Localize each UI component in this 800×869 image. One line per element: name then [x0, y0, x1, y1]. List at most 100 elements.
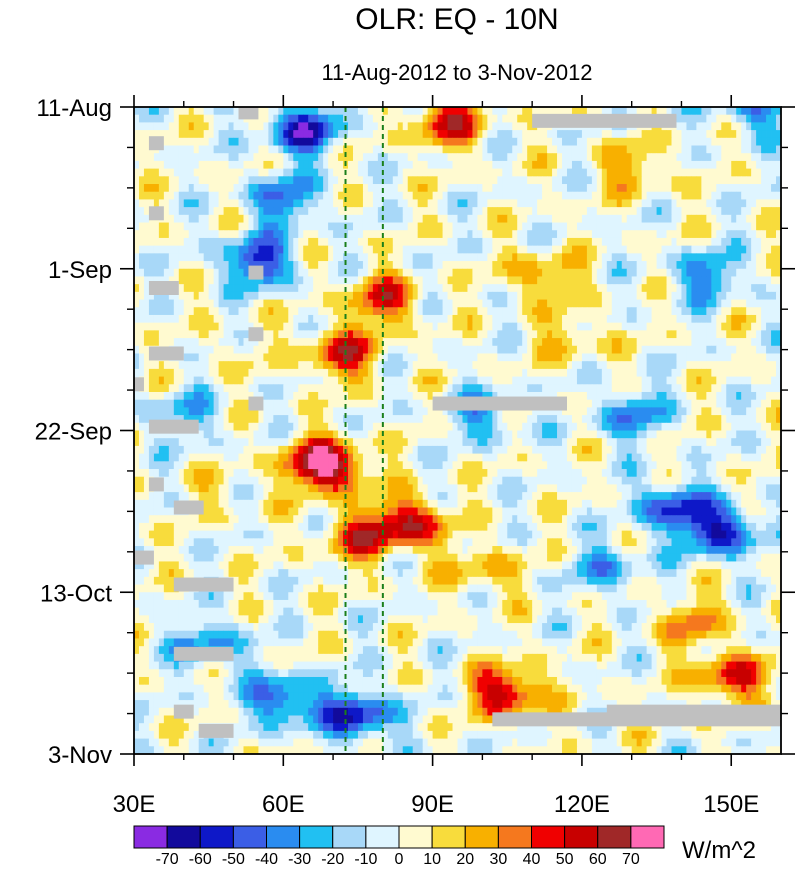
field-cell	[611, 207, 618, 216]
field-cell	[462, 199, 468, 208]
field-cell	[497, 153, 503, 162]
field-cell	[432, 322, 438, 331]
field-cell	[243, 176, 249, 185]
field-cell	[552, 191, 558, 200]
field-cell	[348, 160, 354, 170]
field-cell	[771, 261, 777, 270]
field-cell	[596, 230, 603, 239]
field-cell	[377, 353, 384, 362]
field-cell	[646, 137, 652, 146]
field-cell	[392, 291, 399, 300]
field-cell	[367, 276, 374, 285]
field-cell	[392, 214, 399, 223]
field-cell	[566, 353, 573, 362]
field-cell	[208, 222, 215, 231]
field-cell	[377, 222, 384, 231]
field-cell	[213, 291, 220, 300]
field-cell	[233, 107, 239, 116]
field-cell	[193, 345, 200, 354]
field-cell	[213, 214, 220, 223]
field-cell	[517, 130, 523, 139]
field-cell	[606, 276, 613, 285]
field-cell	[228, 345, 234, 354]
field-cell	[547, 376, 553, 385]
field-cell	[223, 268, 229, 277]
field-cell	[153, 399, 160, 408]
field-cell	[352, 207, 359, 216]
field-cell	[512, 214, 518, 223]
field-cell	[168, 307, 175, 316]
field-cell	[571, 160, 578, 170]
field-cell	[348, 261, 354, 270]
field-cell	[487, 176, 493, 185]
field-cell	[751, 299, 757, 308]
field-cell	[427, 237, 434, 247]
field-cell	[621, 230, 628, 239]
field-cell	[323, 245, 329, 254]
field-cell	[661, 261, 667, 270]
field-cell	[731, 107, 737, 116]
field-cell	[701, 361, 707, 370]
field-cell	[268, 345, 274, 354]
field-cell	[357, 261, 364, 270]
field-cell	[591, 299, 598, 308]
field-cell	[492, 145, 498, 154]
field-cell	[278, 199, 284, 208]
field-cell	[741, 391, 747, 401]
field-cell	[402, 322, 409, 331]
field-cell	[148, 368, 155, 377]
field-cell	[357, 199, 364, 208]
field-cell	[631, 207, 638, 216]
field-cell	[562, 176, 568, 185]
field-cell	[671, 130, 677, 139]
field-cell	[153, 322, 160, 331]
field-cell	[153, 107, 160, 116]
field-cell	[492, 276, 498, 285]
field-cell	[596, 176, 603, 185]
field-cell	[482, 168, 488, 177]
field-cell	[736, 191, 742, 200]
field-cell	[138, 353, 145, 362]
field-cell	[253, 199, 259, 208]
field-cell	[158, 376, 165, 385]
field-cell	[198, 314, 205, 324]
field-cell	[198, 353, 205, 362]
field-cell	[362, 261, 369, 270]
field-cell	[427, 291, 434, 300]
field-cell	[148, 160, 155, 170]
field-cell	[163, 245, 170, 254]
field-cell	[258, 160, 264, 170]
field-cell	[352, 168, 359, 177]
field-cell	[596, 153, 603, 162]
field-cell	[621, 322, 628, 331]
field-cell	[507, 376, 513, 385]
field-cell	[268, 384, 274, 393]
field-cell	[178, 176, 185, 185]
field-cell	[188, 399, 195, 408]
field-cell	[502, 314, 508, 324]
field-cell	[596, 353, 603, 362]
field-cell	[462, 222, 468, 231]
field-cell	[766, 245, 772, 254]
field-cell	[437, 330, 443, 339]
field-cell	[198, 376, 205, 385]
field-cell	[213, 222, 220, 231]
field-cell	[357, 107, 364, 116]
field-cell	[746, 338, 752, 347]
field-cell	[472, 245, 478, 254]
field-cell	[477, 322, 483, 331]
field-cell	[362, 130, 369, 139]
field-cell	[751, 145, 757, 154]
field-cell	[138, 253, 145, 262]
field-cell	[566, 237, 573, 247]
field-cell	[741, 130, 747, 139]
field-cell	[636, 391, 643, 401]
field-cell	[228, 322, 234, 331]
field-cell	[382, 361, 389, 370]
field-cell	[746, 199, 752, 208]
field-cell	[696, 245, 702, 254]
field-cell	[706, 184, 712, 193]
field-cell	[313, 376, 319, 385]
field-cell	[656, 268, 662, 277]
field-cell	[387, 291, 394, 300]
